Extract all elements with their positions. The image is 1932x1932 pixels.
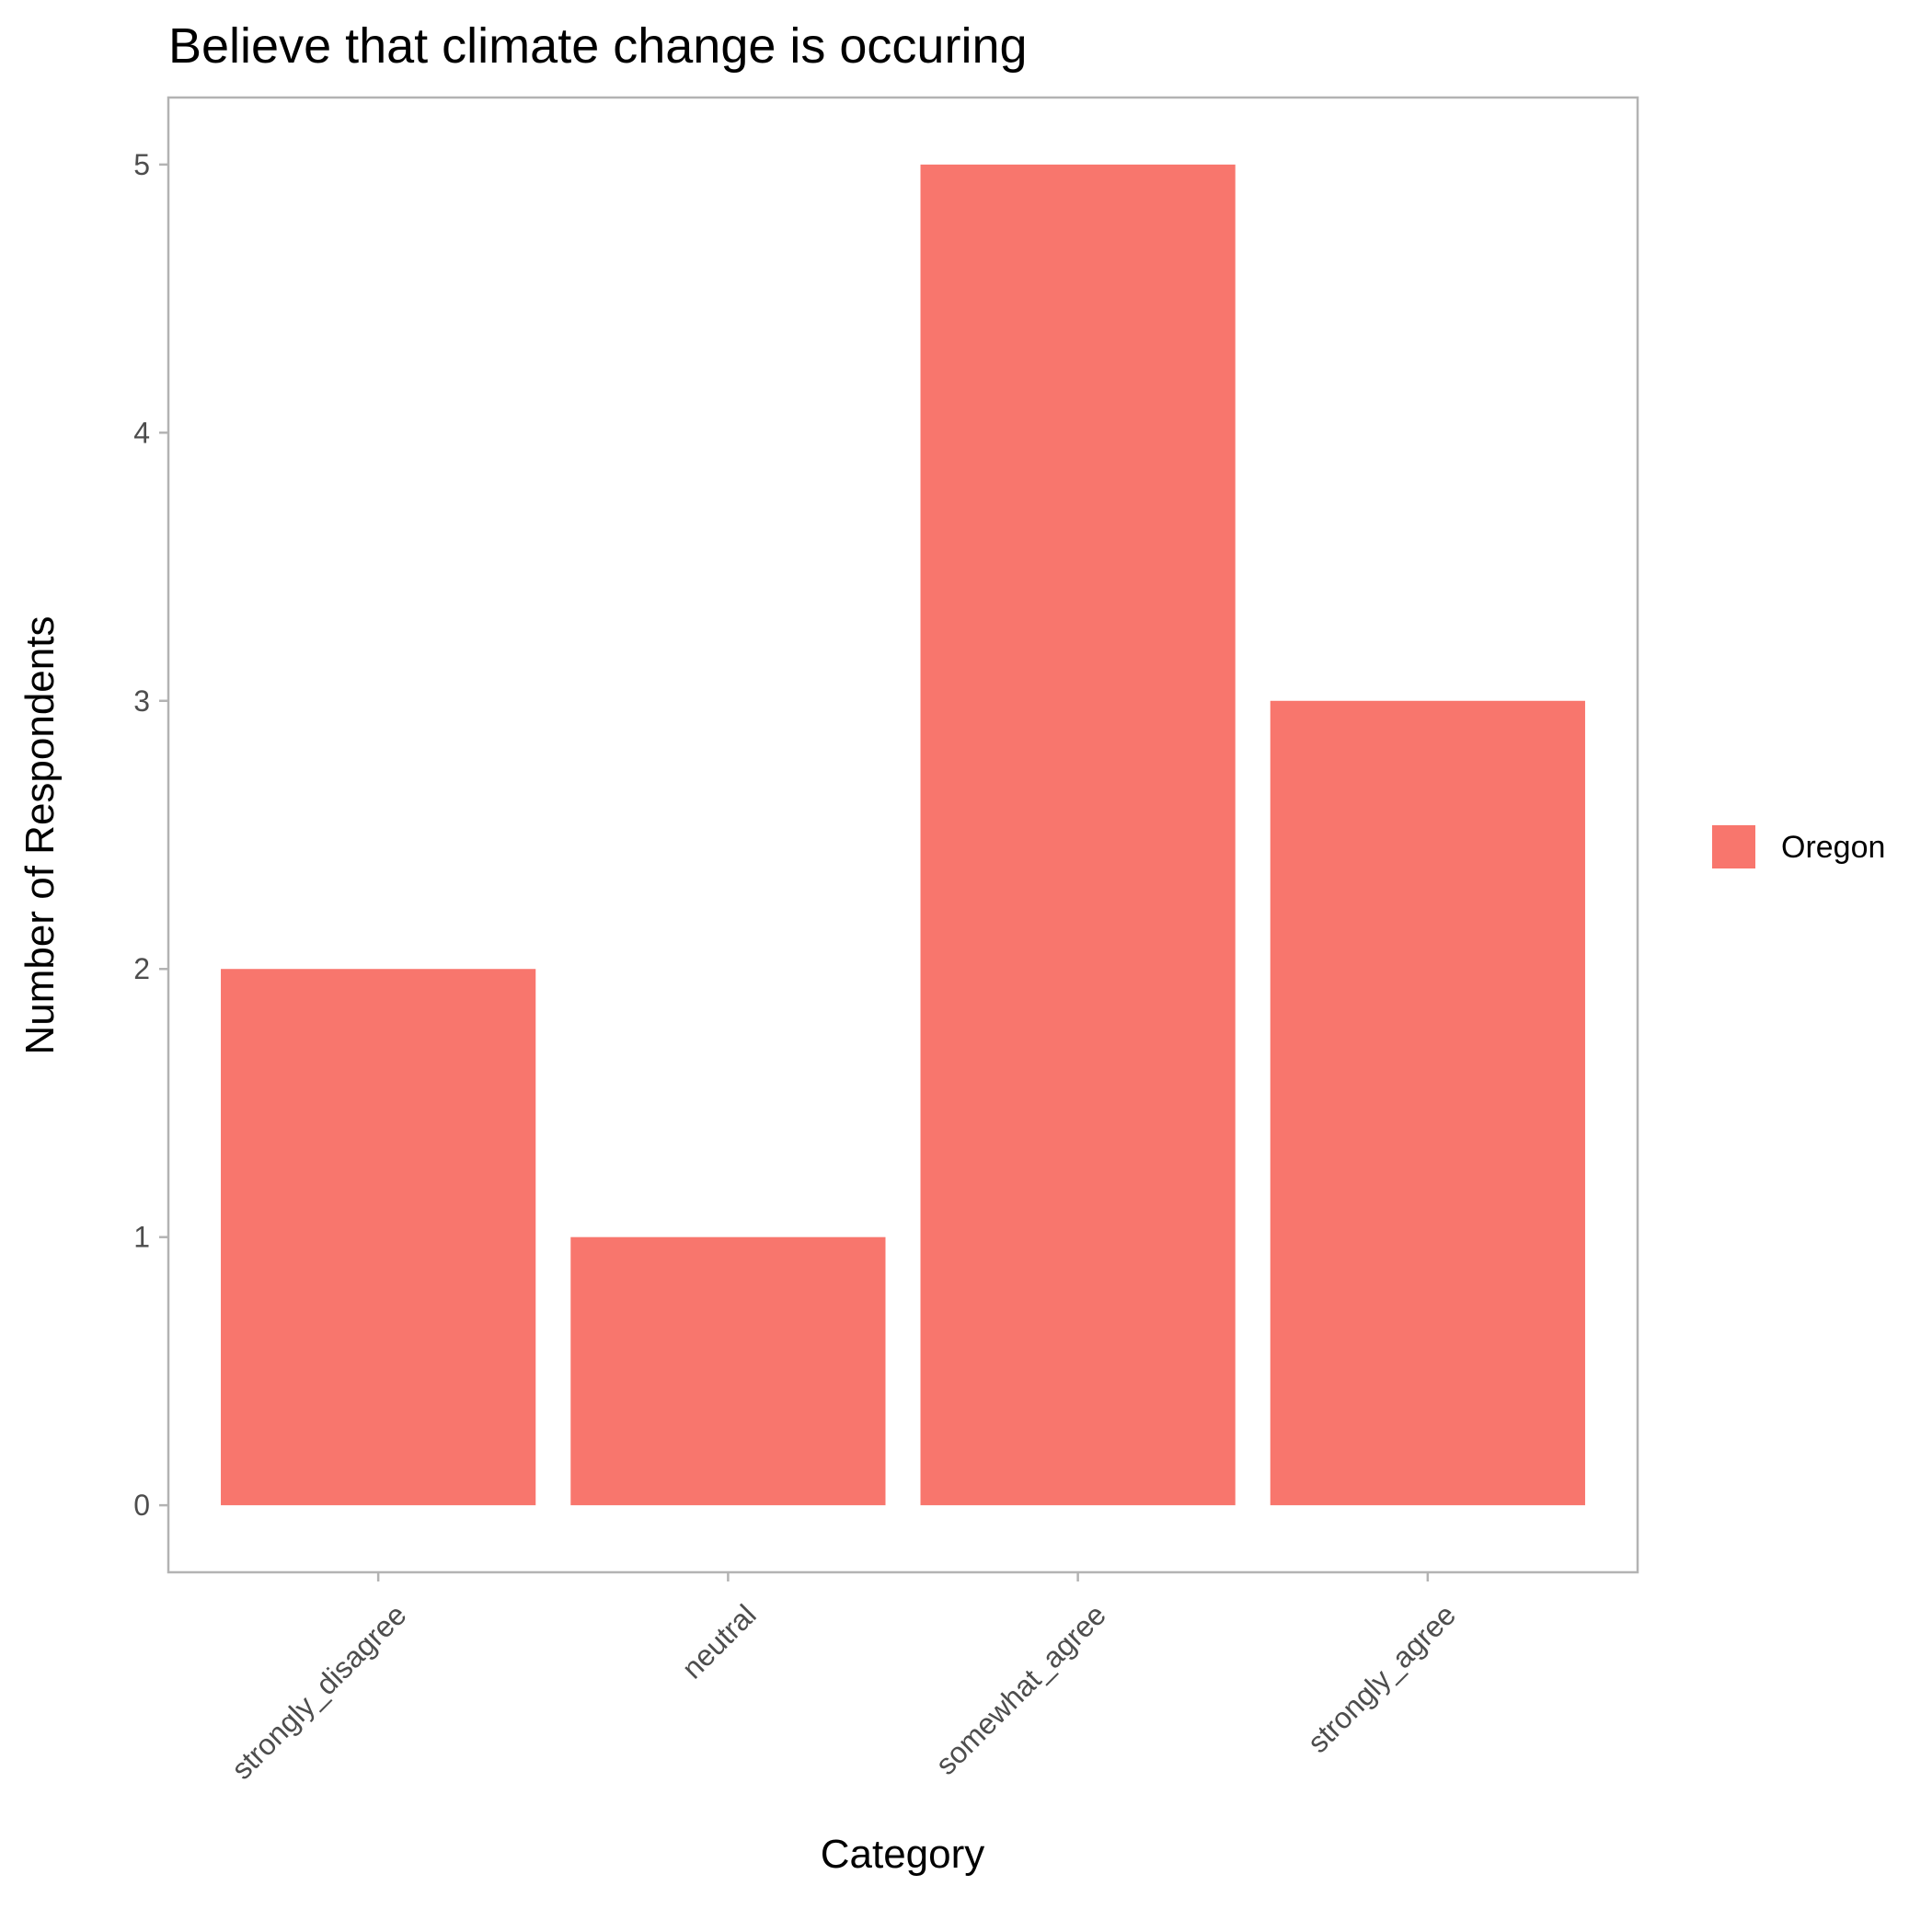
chart-title: Believe that climate change is occuring: [168, 18, 1028, 74]
y-tick-label: 2: [133, 952, 150, 985]
y-tick-label: 5: [133, 148, 150, 181]
y-axis-title: Number of Respondents: [17, 616, 63, 1055]
bar-neutral: [570, 1236, 886, 1506]
x-axis-ticks: strongly_disagree neutral somewhat_agree st…: [224, 1572, 1462, 1786]
y-tick-label: 0: [133, 1489, 150, 1522]
x-axis-title: Category: [821, 1832, 985, 1877]
x-tick-label-neutral: neutral: [675, 1598, 763, 1685]
legend-label-oregon: Oregon: [1781, 830, 1885, 865]
x-tick-label-strongly_agree: strongly_agree: [1301, 1598, 1462, 1759]
bar-strongly_disagree: [221, 969, 536, 1506]
y-axis-ticks: 0 1 2 3 4 5: [133, 148, 168, 1522]
x-tick-label-somewhat_agree: somewhat_agree: [929, 1598, 1112, 1781]
bar-strongly_agree: [1270, 700, 1585, 1506]
y-tick-label: 1: [133, 1221, 150, 1254]
bar-somewhat_agree: [920, 164, 1236, 1506]
legend: Oregon: [1712, 825, 1885, 868]
x-tick-label-strongly_disagree: strongly_disagree: [224, 1598, 412, 1786]
bars: [221, 164, 1585, 1506]
legend-key-oregon: [1712, 825, 1755, 868]
y-tick-label: 4: [133, 416, 150, 449]
y-tick-label: 3: [133, 684, 150, 718]
